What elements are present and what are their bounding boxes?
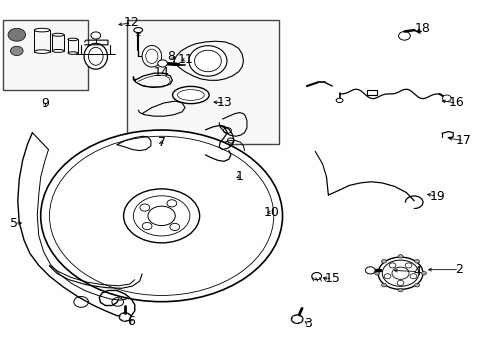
Ellipse shape: [145, 49, 158, 63]
Circle shape: [414, 283, 419, 287]
Text: 13: 13: [217, 96, 232, 109]
Circle shape: [158, 60, 167, 67]
Bar: [3, 21, 88, 90]
Text: 1: 1: [235, 170, 243, 183]
Ellipse shape: [49, 136, 273, 296]
Circle shape: [409, 274, 416, 279]
Circle shape: [381, 283, 386, 287]
Ellipse shape: [142, 45, 161, 67]
Ellipse shape: [41, 130, 282, 302]
Circle shape: [384, 274, 390, 279]
Ellipse shape: [177, 90, 204, 100]
Text: 10: 10: [263, 206, 279, 219]
Text: 14: 14: [153, 66, 169, 79]
Circle shape: [388, 263, 395, 268]
Text: 8: 8: [167, 50, 175, 63]
Text: 6: 6: [127, 315, 135, 328]
Ellipse shape: [382, 260, 418, 286]
Circle shape: [311, 273, 321, 280]
Text: 5: 5: [10, 216, 19, 230]
Text: 2: 2: [454, 263, 462, 276]
Ellipse shape: [52, 49, 64, 52]
Circle shape: [119, 313, 131, 321]
Ellipse shape: [133, 196, 189, 236]
Text: 12: 12: [123, 17, 139, 30]
Text: 15: 15: [324, 272, 340, 285]
Ellipse shape: [68, 38, 78, 41]
Circle shape: [442, 95, 450, 102]
Ellipse shape: [194, 50, 221, 72]
Circle shape: [291, 315, 303, 323]
Circle shape: [365, 267, 374, 274]
Circle shape: [374, 271, 379, 275]
Ellipse shape: [148, 206, 175, 226]
Text: 18: 18: [414, 22, 429, 35]
Ellipse shape: [188, 46, 226, 76]
Circle shape: [397, 288, 402, 292]
Bar: [127, 21, 278, 144]
Text: 17: 17: [455, 134, 471, 147]
Text: 9: 9: [41, 98, 49, 111]
Circle shape: [10, 46, 23, 55]
Ellipse shape: [34, 28, 50, 32]
Bar: [366, 90, 376, 95]
Ellipse shape: [52, 33, 64, 36]
Circle shape: [398, 32, 409, 40]
Circle shape: [91, 32, 101, 39]
Text: 16: 16: [448, 96, 464, 109]
Text: 3: 3: [304, 317, 311, 330]
Circle shape: [142, 222, 152, 230]
Circle shape: [421, 271, 426, 275]
Text: 4: 4: [413, 265, 421, 278]
Circle shape: [140, 204, 149, 211]
Ellipse shape: [84, 43, 107, 69]
Circle shape: [8, 28, 25, 41]
Circle shape: [381, 260, 386, 263]
Ellipse shape: [123, 189, 199, 243]
Ellipse shape: [377, 257, 422, 289]
Circle shape: [396, 280, 403, 285]
Text: 11: 11: [178, 53, 193, 66]
Ellipse shape: [134, 28, 142, 33]
Ellipse shape: [391, 267, 408, 279]
Ellipse shape: [68, 52, 78, 54]
Circle shape: [166, 200, 176, 207]
Ellipse shape: [172, 86, 209, 104]
Ellipse shape: [34, 50, 50, 53]
Text: 7: 7: [157, 136, 165, 149]
Ellipse shape: [335, 98, 342, 103]
Ellipse shape: [88, 47, 103, 65]
Circle shape: [397, 255, 402, 258]
Circle shape: [405, 263, 411, 268]
Text: 19: 19: [428, 190, 444, 203]
Circle shape: [414, 260, 419, 263]
Circle shape: [169, 223, 179, 230]
